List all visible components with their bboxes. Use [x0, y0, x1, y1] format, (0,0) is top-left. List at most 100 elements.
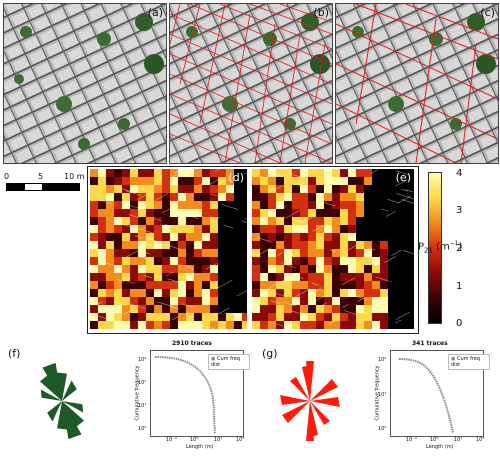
heatmap-cell	[284, 193, 292, 201]
heatmap-cell	[300, 169, 308, 177]
heatmap-cell	[388, 305, 396, 313]
heatmap-cell	[388, 289, 396, 297]
heatmap-cell	[268, 193, 276, 201]
heatmap-cell	[138, 217, 146, 225]
heatmap-cell	[154, 273, 162, 281]
heatmap-cell	[268, 177, 276, 185]
heatmap-cell	[292, 313, 300, 321]
heatmap-cell	[284, 209, 292, 217]
heatmap-cell	[260, 209, 268, 217]
plot-f-xtick-3: 10²	[236, 437, 245, 443]
photo-panel-a: (a)	[3, 3, 167, 164]
plot-f-legend: ● Cum freq dist	[208, 354, 250, 370]
heatmap-cell	[396, 193, 404, 201]
heatmap-cell	[226, 193, 234, 201]
heatmap-cell	[194, 289, 202, 297]
heatmap-cell	[276, 297, 284, 305]
heatmap-cell	[356, 249, 364, 257]
heatmap-cell	[242, 289, 247, 297]
heatmap-cell	[348, 217, 356, 225]
heatmap-cell	[178, 265, 186, 273]
heatmap-cell	[162, 185, 170, 193]
rose-diagram-f	[39, 362, 85, 440]
heatmap-cell	[154, 289, 162, 297]
heatmap-cell	[162, 297, 170, 305]
heatmap-cell	[268, 233, 276, 241]
heatmap-cell	[98, 321, 106, 329]
heatmap-cell	[162, 305, 170, 313]
scale-tick-10m: 10 m	[64, 172, 85, 181]
heatmap-cell	[268, 273, 276, 281]
heatmap-cell	[114, 305, 122, 313]
heatmap-cell	[356, 265, 364, 273]
heatmap-cell	[276, 305, 284, 313]
heatmap-cell	[332, 273, 340, 281]
heatmap-cell	[226, 289, 234, 297]
heatmap-cell	[332, 241, 340, 249]
heatmap-cell	[154, 321, 162, 329]
heatmap-cell	[292, 225, 300, 233]
plot-f-ytick-2: 10¹	[138, 403, 147, 409]
colorbar-tick-4: 4	[456, 168, 463, 179]
plot-g-ytick-2: 10⁰	[378, 426, 387, 432]
heatmap-cell	[234, 225, 242, 233]
heatmap-cell	[186, 289, 194, 297]
heatmap-cell	[260, 185, 268, 193]
heatmap-cell	[170, 177, 178, 185]
heatmap-cell	[186, 201, 194, 209]
heatmap-cell	[380, 225, 388, 233]
heatmap-cell	[396, 257, 404, 265]
heatmap-cell	[412, 305, 414, 313]
heatmap-cell	[130, 185, 138, 193]
plot-g-curve	[398, 358, 454, 434]
heatmap-cell	[268, 281, 276, 289]
heatmap-cell	[372, 321, 380, 329]
heatmap-cell	[316, 241, 324, 249]
heatmap-cell	[372, 257, 380, 265]
colorbar-tick-3: 3	[456, 205, 463, 216]
heatmap-cell	[130, 297, 138, 305]
heatmap-cell	[316, 209, 324, 217]
p21-grid-d	[90, 169, 247, 329]
heatmap-cell	[210, 233, 218, 241]
heatmap-cell	[226, 297, 234, 305]
heatmap-cell	[210, 289, 218, 297]
heatmap-cell	[372, 177, 380, 185]
heatmap-cell	[178, 185, 186, 193]
heatmap-cell	[138, 313, 146, 321]
heatmap-cell	[138, 241, 146, 249]
heatmap-cell	[252, 273, 260, 281]
plot-f-xtick-1: 10⁰	[190, 437, 199, 443]
heatmap-cell	[268, 217, 276, 225]
heatmap-cell	[114, 225, 122, 233]
heatmap-cell	[324, 185, 332, 193]
heatmap-cell	[396, 265, 404, 273]
heatmap-cell	[340, 265, 348, 273]
heatmap-cell	[316, 193, 324, 201]
heatmap-cell	[202, 225, 210, 233]
heatmap-cell	[356, 289, 364, 297]
heatmap-cell	[202, 321, 210, 329]
heatmap-cell	[106, 185, 114, 193]
heatmap-cell	[380, 257, 388, 265]
heatmap-cell	[268, 289, 276, 297]
plot-g-xtick-2: 10¹	[454, 437, 463, 443]
heatmap-cell	[324, 233, 332, 241]
heatmap-cell	[162, 257, 170, 265]
plot-f-xtick-0: 10⁻¹	[166, 437, 178, 443]
heatmap-cell	[284, 249, 292, 257]
heatmap-cell	[98, 297, 106, 305]
heatmap-cell	[364, 217, 372, 225]
heatmap-cell	[98, 257, 106, 265]
heatmap-cell	[300, 201, 308, 209]
heatmap-cell	[324, 257, 332, 265]
heatmap-cell	[324, 217, 332, 225]
heatmap-cell	[292, 249, 300, 257]
heatmap-cell	[146, 201, 154, 209]
heatmap-cell	[396, 249, 404, 257]
heatmap-cell	[252, 185, 260, 193]
heatmap-cell	[308, 289, 316, 297]
heatmap-cell	[154, 169, 162, 177]
heatmap-cell	[316, 217, 324, 225]
heatmap-cell	[396, 177, 404, 185]
